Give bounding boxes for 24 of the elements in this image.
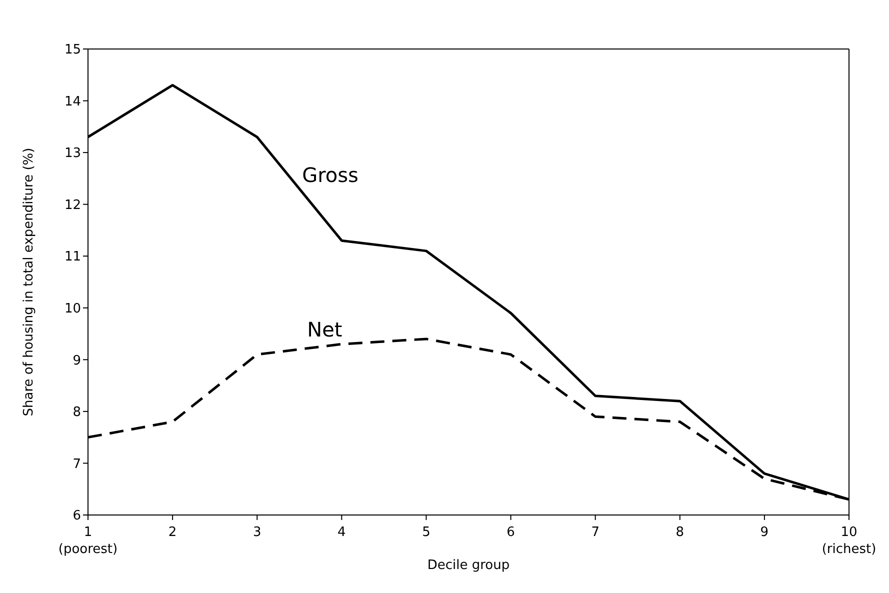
x-tick-label: 4 — [338, 525, 346, 540]
series-label: Net — [307, 317, 342, 342]
x-tick-label: 7 — [591, 525, 600, 540]
series-label: Gross — [302, 163, 358, 188]
y-tick-label: 15 — [64, 42, 81, 58]
x-tick-label: 9 — [760, 525, 769, 540]
y-tick-label: 11 — [64, 250, 81, 265]
x-tick-label: 6 — [506, 525, 515, 540]
x-tick-label: 5 — [422, 525, 430, 540]
y-tick-label: 8 — [72, 405, 81, 420]
x-tick-label: 10 (richest) — [822, 525, 876, 557]
y-tick-label: 7 — [72, 456, 81, 472]
y-tick-label: 10 — [64, 302, 81, 317]
y-tick-label: 12 — [64, 198, 81, 213]
x-tick-label: 8 — [676, 525, 684, 540]
y-tick-label: 6 — [72, 508, 81, 524]
y-tick-label: 9 — [72, 353, 81, 368]
x-tick-label: 3 — [252, 525, 262, 540]
y-axis-title: Share of housing in total expenditure (%) — [22, 148, 37, 416]
x-axis-title: Decile group — [427, 558, 510, 573]
y-tick-label: 13 — [64, 146, 81, 162]
y-tick-label: 14 — [64, 94, 81, 110]
x-tick-label: 1 (poorest) — [58, 525, 118, 557]
x-tick-label: 2 — [168, 525, 177, 540]
